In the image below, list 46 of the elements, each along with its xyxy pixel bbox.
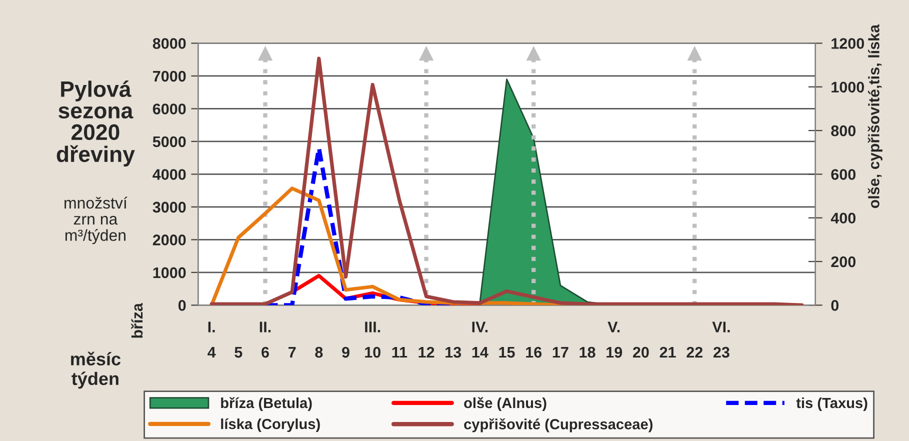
y-tick-label: 0 — [178, 300, 186, 311]
x-tick-label: 13 — [446, 346, 462, 358]
y-tick-label: 5000 — [152, 136, 186, 148]
y-axis-title: bříza — [131, 302, 143, 338]
y2-tick-label: 400 — [830, 212, 856, 224]
y2-tick-label: 0 — [831, 300, 839, 311]
x-tick-label: 15 — [499, 347, 515, 358]
text: množství zrn na m³/týden — [64, 196, 128, 244]
y-tick-label: 2000 — [152, 234, 186, 246]
y-tick-label: 3000 — [152, 202, 186, 213]
y-tick-label: 1000 — [153, 267, 186, 278]
y2-tick-label: 200 — [831, 256, 856, 268]
x-tick-label: II. 6 — [260, 322, 271, 358]
y2-tick-label: 800 — [831, 125, 856, 136]
x-tick-label: III. 10 — [365, 322, 380, 358]
x-tick-label: 7 — [288, 347, 296, 358]
x-tick-label: 18 — [580, 346, 596, 358]
y-tick-label: 8000 — [152, 38, 186, 49]
y2-tick-label: 1200 — [832, 38, 864, 49]
y-tick-label: 4000 — [152, 169, 186, 180]
text: Pylová sezona 2020 dřeviny — [56, 80, 135, 166]
x-tick-label: IV. 14 — [472, 322, 488, 358]
x-tick-label: V. 19 — [606, 322, 622, 358]
y2-tick-label: 1000 — [832, 82, 864, 93]
x-tick-label: 11 — [392, 347, 408, 358]
x-tick-label: VI. 23 — [712, 322, 730, 358]
x-tick-label: I. 4 — [208, 322, 216, 358]
x-tick-label: 8 — [315, 346, 323, 358]
legend-label: tis (Taxus) — [796, 397, 868, 412]
y-tick-label: 7000 — [153, 70, 186, 82]
x-tick-label: 20 — [632, 346, 649, 358]
x-tick-label: 5 — [234, 347, 242, 358]
x-tick-label: 22 — [686, 346, 702, 358]
legend-label: líska (Corylus) — [221, 418, 320, 432]
text: měsíc týden — [71, 352, 121, 389]
x-tick-label: 16 — [526, 346, 542, 358]
legend-label: olše (Alnus) — [464, 397, 546, 412]
x-tick-label: 21 — [660, 346, 676, 358]
x-tick-label: 17 — [552, 347, 568, 358]
y-tick-label: 6000 — [152, 104, 186, 114]
x-tick-label: 9 — [342, 346, 350, 358]
y2-axis-title: olše, cypřišovité,tis, líska — [868, 24, 882, 208]
y2-tick-label: 600 — [831, 169, 856, 180]
legend-label: bříza (Betula) — [221, 397, 312, 412]
x-tick-label: 12 — [418, 346, 434, 358]
legend-label: cypřišovité (Cupressaceae) — [464, 418, 652, 432]
